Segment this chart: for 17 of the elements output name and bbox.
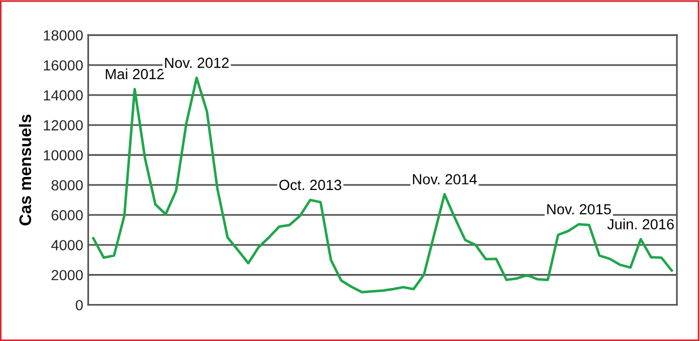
y-tick-label: 6000 — [52, 210, 83, 220]
y-axis-title: Cas mensuels — [18, 114, 32, 226]
y-tick-label: 2000 — [52, 270, 83, 280]
y-tick-label: 8000 — [52, 180, 83, 190]
annotation: Nov. 2012 — [165, 58, 229, 68]
annotation: Oct. 2013 — [279, 180, 342, 190]
annotation: Nov. 2015 — [547, 204, 611, 214]
annotation: Nov. 2014 — [413, 174, 477, 184]
y-tick-label: 14000 — [44, 90, 83, 100]
y-tick-label: 10000 — [44, 150, 83, 160]
y-tick-label: 12000 — [44, 120, 83, 130]
annotation: Mai 2012 — [106, 68, 164, 80]
annotation: Juin. 2016 — [607, 218, 674, 230]
y-tick-label: 18000 — [44, 30, 83, 41]
y-tick-label: 16000 — [44, 60, 83, 71]
y-tick-label: 0 — [76, 300, 83, 310]
y-tick-label: 4000 — [51, 240, 83, 250]
